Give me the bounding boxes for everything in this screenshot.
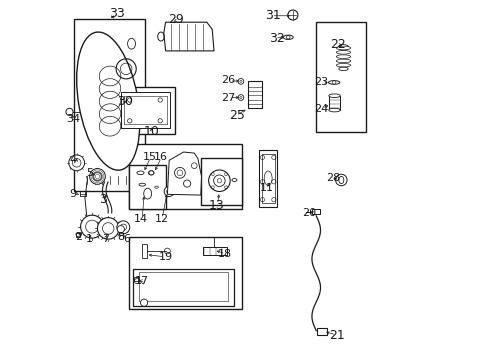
Text: 1: 1 xyxy=(86,234,93,244)
Text: 12: 12 xyxy=(155,215,169,224)
Bar xyxy=(261,154,274,203)
Bar xyxy=(201,158,241,205)
Bar xyxy=(133,269,233,306)
Circle shape xyxy=(174,167,185,178)
Text: 25: 25 xyxy=(229,109,245,122)
Text: 13: 13 xyxy=(208,199,224,212)
Polygon shape xyxy=(163,22,214,51)
Circle shape xyxy=(117,221,129,234)
Bar xyxy=(311,209,319,214)
Ellipse shape xyxy=(328,94,340,98)
Bar xyxy=(258,149,277,207)
Text: 10: 10 xyxy=(143,125,159,138)
Bar xyxy=(317,328,326,335)
Ellipse shape xyxy=(148,171,154,175)
Bar xyxy=(129,144,241,209)
Text: 18: 18 xyxy=(217,249,231,259)
Bar xyxy=(134,277,139,281)
Bar xyxy=(129,165,166,209)
Ellipse shape xyxy=(137,171,144,175)
Bar xyxy=(142,244,146,258)
Text: 17: 17 xyxy=(135,276,149,286)
Text: 16: 16 xyxy=(154,152,168,162)
Bar xyxy=(121,92,170,128)
Bar xyxy=(74,19,144,191)
Text: 34: 34 xyxy=(66,114,80,124)
Circle shape xyxy=(89,168,105,184)
Circle shape xyxy=(191,163,197,168)
Ellipse shape xyxy=(337,45,348,50)
Text: 24: 24 xyxy=(314,104,328,114)
Ellipse shape xyxy=(336,50,350,54)
Text: 7: 7 xyxy=(102,234,109,244)
Circle shape xyxy=(164,186,174,197)
Text: 21: 21 xyxy=(328,329,344,342)
Text: 33: 33 xyxy=(109,7,125,20)
Ellipse shape xyxy=(143,188,151,199)
Bar xyxy=(247,81,261,108)
Circle shape xyxy=(140,299,147,306)
Bar xyxy=(315,22,365,132)
Text: 29: 29 xyxy=(168,13,184,26)
Circle shape xyxy=(287,10,297,20)
Ellipse shape xyxy=(336,55,350,58)
Text: 2: 2 xyxy=(75,232,82,242)
Ellipse shape xyxy=(139,183,145,186)
Text: 6: 6 xyxy=(123,234,130,244)
Circle shape xyxy=(69,155,84,171)
Text: 3: 3 xyxy=(99,193,106,206)
Circle shape xyxy=(81,215,103,238)
Bar xyxy=(129,237,241,309)
Text: 8: 8 xyxy=(117,232,124,242)
Text: 22: 22 xyxy=(329,38,345,51)
Circle shape xyxy=(97,218,119,239)
Bar xyxy=(116,87,174,134)
Text: 27: 27 xyxy=(221,93,235,103)
Ellipse shape xyxy=(77,32,140,170)
Circle shape xyxy=(208,170,230,192)
Bar xyxy=(328,96,340,110)
Bar xyxy=(139,272,228,301)
Ellipse shape xyxy=(283,35,293,40)
Ellipse shape xyxy=(328,108,340,112)
Polygon shape xyxy=(167,152,201,195)
Text: 20: 20 xyxy=(302,208,315,218)
Text: 11: 11 xyxy=(260,183,274,193)
Text: 5: 5 xyxy=(86,168,93,178)
Text: 14: 14 xyxy=(133,215,147,224)
Text: 31: 31 xyxy=(265,9,281,22)
Circle shape xyxy=(117,226,124,233)
Text: 26: 26 xyxy=(221,75,235,85)
Circle shape xyxy=(183,180,190,187)
Circle shape xyxy=(335,174,346,186)
Text: 19: 19 xyxy=(158,252,172,262)
Bar xyxy=(80,191,86,196)
Text: 15: 15 xyxy=(142,152,156,162)
Text: 28: 28 xyxy=(325,173,340,183)
Ellipse shape xyxy=(328,81,339,84)
Bar xyxy=(203,247,226,255)
Ellipse shape xyxy=(336,63,350,67)
Text: 30: 30 xyxy=(117,95,133,108)
Ellipse shape xyxy=(336,59,350,63)
Text: 4: 4 xyxy=(69,155,77,165)
Text: 23: 23 xyxy=(314,77,328,87)
Text: 9: 9 xyxy=(69,189,77,199)
Bar xyxy=(76,233,80,237)
Text: 32: 32 xyxy=(268,32,284,45)
Ellipse shape xyxy=(336,46,350,50)
